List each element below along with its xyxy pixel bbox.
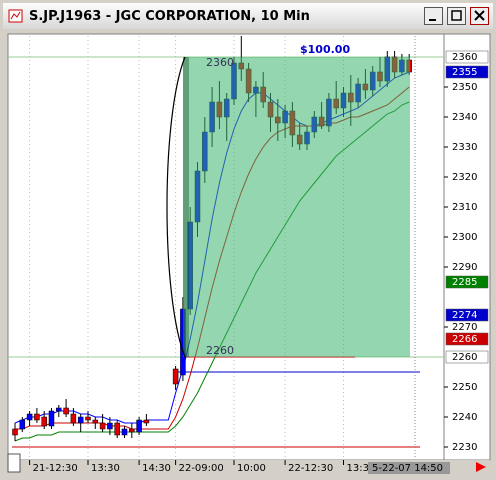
app-icon bbox=[8, 9, 23, 23]
candle-body bbox=[172, 368, 179, 385]
price-axis bbox=[443, 33, 491, 461]
price-marker bbox=[445, 50, 489, 64]
y-tick-label: 2240 bbox=[452, 412, 477, 423]
y-tick-label: 2250 bbox=[452, 382, 477, 393]
candle-body bbox=[26, 413, 33, 421]
candle-body bbox=[114, 422, 120, 436]
price-marker-label: 2360 bbox=[452, 52, 477, 63]
candle-body bbox=[99, 422, 106, 430]
price-marker bbox=[445, 65, 489, 79]
y-tick-label: 2310 bbox=[452, 202, 477, 213]
minimize-button[interactable] bbox=[424, 7, 443, 25]
candle-body bbox=[41, 416, 47, 427]
candle-body bbox=[121, 428, 128, 436]
candle-body bbox=[136, 419, 142, 433]
last-time-label: 5-22-07 14:50 bbox=[372, 463, 443, 474]
y-tick-label: 2300 bbox=[452, 232, 477, 243]
candle-body bbox=[48, 410, 55, 427]
x-tick-label: 21-12:30 bbox=[33, 463, 78, 474]
candle-body bbox=[12, 428, 18, 436]
trade-arc bbox=[166, 56, 186, 358]
candle-body bbox=[85, 416, 91, 421]
scroll-box[interactable] bbox=[7, 453, 21, 473]
x-tick-label: 13:30 bbox=[347, 463, 376, 474]
y-tick-label: 2340 bbox=[452, 112, 477, 123]
candle-body bbox=[70, 413, 77, 424]
x-tick-label: 10:00 bbox=[237, 463, 266, 474]
candle-body bbox=[77, 416, 84, 424]
box-top-label: 2360 bbox=[206, 56, 234, 69]
y-tick-label: 2290 bbox=[452, 262, 477, 273]
candle-body bbox=[63, 407, 69, 415]
x-tick-label: 14:30 bbox=[142, 463, 171, 474]
price-marker-label: 2285 bbox=[452, 277, 477, 288]
candle-body bbox=[34, 413, 40, 421]
candle-body bbox=[92, 419, 99, 424]
candle-body bbox=[143, 419, 150, 424]
price-marker-label: 2260 bbox=[452, 352, 477, 363]
y-tick-label: 2350 bbox=[452, 82, 477, 93]
trade-box bbox=[183, 57, 410, 357]
candle-body bbox=[56, 407, 62, 412]
price-marker bbox=[445, 350, 489, 364]
price-marker bbox=[445, 308, 489, 322]
x-tick-label: 22-12:30 bbox=[288, 463, 333, 474]
profit-label: $100.00 bbox=[300, 43, 350, 56]
close-button[interactable] bbox=[470, 7, 489, 25]
candle-body bbox=[19, 419, 26, 430]
last-time-box bbox=[368, 462, 450, 474]
box-bottom-label: 2260 bbox=[206, 344, 234, 357]
scroll-arrow[interactable] bbox=[476, 462, 486, 472]
price-marker-label: 2355 bbox=[452, 67, 477, 78]
y-tick-label: 2270 bbox=[452, 322, 477, 333]
y-tick-label: 2320 bbox=[452, 172, 477, 183]
price-marker-label: 2266 bbox=[452, 334, 477, 345]
price-marker bbox=[445, 332, 489, 346]
y-tick-label: 2330 bbox=[452, 142, 477, 153]
x-tick-label: 13:30 bbox=[91, 463, 120, 474]
price-marker-label: 2274 bbox=[452, 310, 477, 321]
maximize-button[interactable] bbox=[447, 7, 466, 25]
trade-box-shadow bbox=[183, 57, 189, 357]
window-title: S.JP.J1963 - JGC CORPORATION, 10 Min bbox=[29, 9, 310, 24]
candle-body bbox=[107, 422, 113, 430]
price-marker bbox=[445, 275, 489, 289]
candle-body bbox=[129, 428, 135, 433]
x-tick-label: 22-09:00 bbox=[179, 463, 224, 474]
plot bbox=[8, 36, 444, 459]
y-tick-label: 2230 bbox=[452, 442, 477, 453]
title-bar: S.JP.J1963 - JGC CORPORATION, 10 Min bbox=[3, 3, 493, 29]
